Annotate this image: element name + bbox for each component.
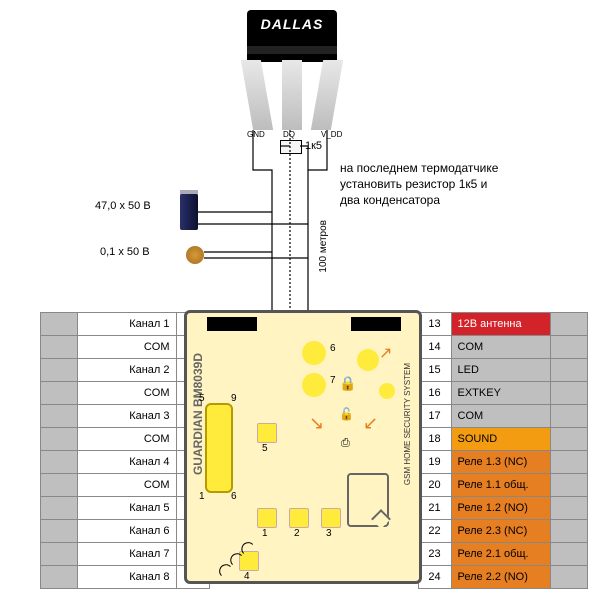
led-icon: [302, 373, 326, 397]
pin-row: LED15: [419, 359, 588, 382]
pin-row: 12В антенна13: [419, 313, 588, 336]
unlock-icon: 🔓: [339, 407, 354, 421]
button-5: [257, 423, 277, 443]
pin-row: SOUND18: [419, 428, 588, 451]
pin-row: Реле 2.3 (NC)22: [419, 520, 588, 543]
note-line: установить резистор 1к5 и: [340, 176, 570, 192]
arrow-icon: ↗: [379, 343, 392, 363]
distance-label: 100 метров: [318, 220, 329, 273]
led-icon: [302, 341, 326, 365]
pin-row: Реле 1.2 (NO)21: [419, 497, 588, 520]
guardian-board: GUARDIAN BM8039D GSM HOME SECURITY SYSTE…: [184, 310, 422, 584]
diagram-root: { "chip_label":"DALLAS", "legs":["GND","…: [0, 0, 600, 600]
arrow-icon: ↙: [363, 413, 378, 434]
pin-row: EXTKEY16: [419, 382, 588, 405]
board-side-text: GSM HOME SECURITY SYSTEM: [403, 363, 412, 485]
pin-row: COM14: [419, 336, 588, 359]
header-icon: [351, 317, 401, 331]
button-1: [257, 508, 277, 528]
pin-row: Реле 1.3 (NC)19: [419, 451, 588, 474]
lock-icon: 🔒: [339, 375, 356, 392]
db9-connector-icon: [205, 403, 233, 493]
header-icon: [207, 317, 257, 331]
pin-row: Реле 1.1 общ.20: [419, 474, 588, 497]
pin-row: COM17: [419, 405, 588, 428]
led-icon: [379, 383, 395, 399]
board-title: GUARDIAN BM8039D: [191, 353, 205, 475]
sim-slot-icon: [347, 473, 389, 527]
button-3: [321, 508, 341, 528]
led-icon: [357, 349, 379, 371]
note-block: на последнем термодатчике установить рез…: [340, 160, 570, 209]
right-pin-table: 12В антенна13COM14LED15EXTKEY16COM17SOUN…: [418, 312, 588, 589]
note-line: на последнем термодатчике: [340, 160, 570, 176]
pin-row: Реле 2.1 общ.23: [419, 543, 588, 566]
usb-icon: ⎙: [341, 437, 350, 450]
pin-row: Реле 2.2 (NO)24: [419, 566, 588, 589]
button-2: [289, 508, 309, 528]
note-line: два конденсатора: [340, 192, 570, 208]
arrow-icon: ↘: [309, 413, 324, 434]
